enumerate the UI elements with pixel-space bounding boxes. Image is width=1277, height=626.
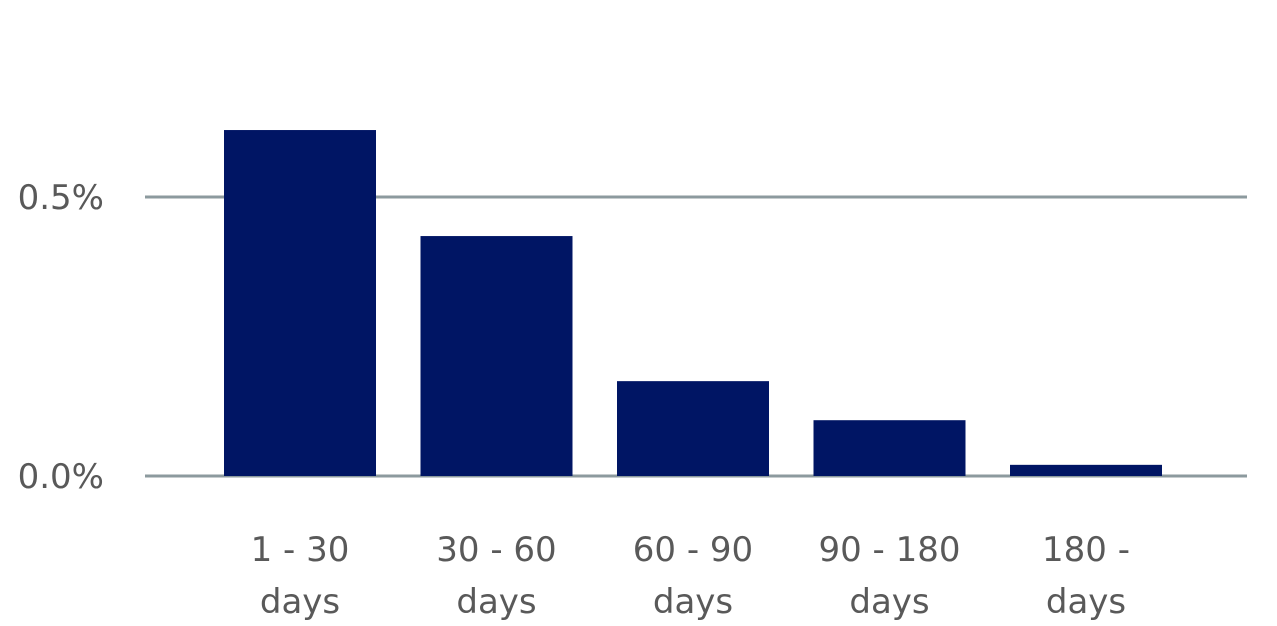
bars	[224, 130, 1162, 477]
x-category-label: 90 - 180	[818, 530, 960, 570]
x-category-label: 180 -	[1042, 530, 1130, 570]
x-category-label: days	[456, 582, 536, 622]
x-category-label: days	[1046, 582, 1126, 622]
bar	[617, 381, 769, 476]
y-tick-label: 0.5%	[18, 178, 104, 218]
bar	[224, 130, 376, 477]
y-axis-ticks: 0.0% 0.5%	[18, 178, 104, 497]
x-category-label: days	[260, 582, 340, 622]
x-axis-labels: 1 - 30 days 30 - 60 days 60 - 90 days 90 - 180…	[251, 530, 1130, 622]
x-category-label: 1 - 30	[251, 530, 350, 570]
bar	[1010, 464, 1162, 476]
bar	[420, 236, 573, 476]
x-category-label: 60 - 90	[633, 530, 753, 570]
x-category-label: days	[653, 582, 733, 622]
y-tick-label: 0.0%	[18, 457, 104, 497]
x-category-label: days	[849, 582, 929, 622]
x-category-label: 30 - 60	[436, 530, 556, 570]
bar	[813, 420, 966, 476]
